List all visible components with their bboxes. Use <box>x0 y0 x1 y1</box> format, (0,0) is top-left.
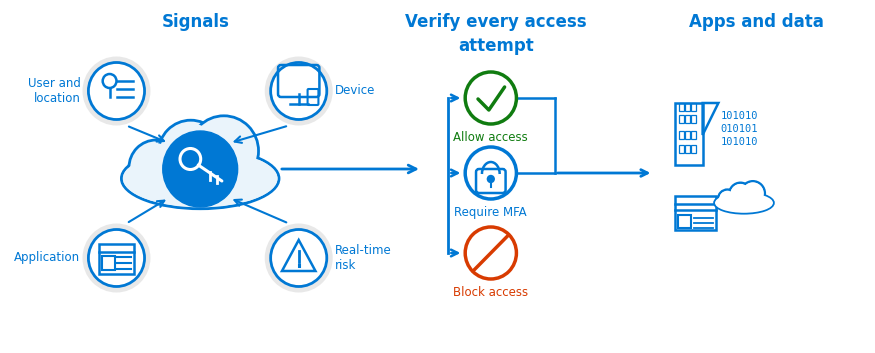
Circle shape <box>265 56 332 126</box>
Circle shape <box>466 72 516 124</box>
Bar <box>685 131 690 139</box>
Circle shape <box>129 140 183 195</box>
Circle shape <box>88 229 144 287</box>
Bar <box>690 131 696 139</box>
Text: Apps and data: Apps and data <box>690 13 824 31</box>
Bar <box>679 115 684 123</box>
Circle shape <box>189 116 258 186</box>
Circle shape <box>719 191 736 208</box>
Ellipse shape <box>714 192 774 213</box>
Text: Allow access: Allow access <box>453 131 528 144</box>
Ellipse shape <box>122 148 279 209</box>
Bar <box>679 131 684 139</box>
Bar <box>679 145 684 153</box>
Circle shape <box>731 184 751 204</box>
Text: Require MFA: Require MFA <box>454 206 527 219</box>
Circle shape <box>88 62 144 120</box>
Circle shape <box>741 181 765 205</box>
Circle shape <box>466 227 516 279</box>
Circle shape <box>487 175 495 183</box>
Circle shape <box>718 190 737 209</box>
Text: Real-time
risk: Real-time risk <box>334 244 391 272</box>
Circle shape <box>192 119 256 183</box>
Text: Device: Device <box>334 84 375 97</box>
Circle shape <box>187 156 193 162</box>
Text: Block access: Block access <box>453 286 528 299</box>
Circle shape <box>162 124 220 183</box>
Bar <box>690 115 696 123</box>
Bar <box>690 145 696 153</box>
Bar <box>685 103 690 111</box>
Text: 101010
010101
101010: 101010 010101 101010 <box>720 111 758 148</box>
Text: Signals: Signals <box>161 13 229 31</box>
Circle shape <box>82 56 150 126</box>
Bar <box>690 103 696 111</box>
Circle shape <box>270 229 326 287</box>
Circle shape <box>163 131 238 207</box>
Text: User and
location: User and location <box>28 77 80 105</box>
Bar <box>679 103 684 111</box>
Circle shape <box>270 62 326 120</box>
Ellipse shape <box>715 193 773 213</box>
Bar <box>685 145 690 153</box>
Text: Application: Application <box>14 251 80 264</box>
Bar <box>685 115 690 123</box>
Circle shape <box>265 223 332 293</box>
Circle shape <box>158 120 223 186</box>
Circle shape <box>82 223 150 293</box>
Text: Verify every access
attempt: Verify every access attempt <box>405 13 586 55</box>
Circle shape <box>132 143 180 192</box>
Ellipse shape <box>123 150 277 207</box>
Circle shape <box>729 183 752 205</box>
Circle shape <box>466 147 516 199</box>
Circle shape <box>742 183 764 204</box>
